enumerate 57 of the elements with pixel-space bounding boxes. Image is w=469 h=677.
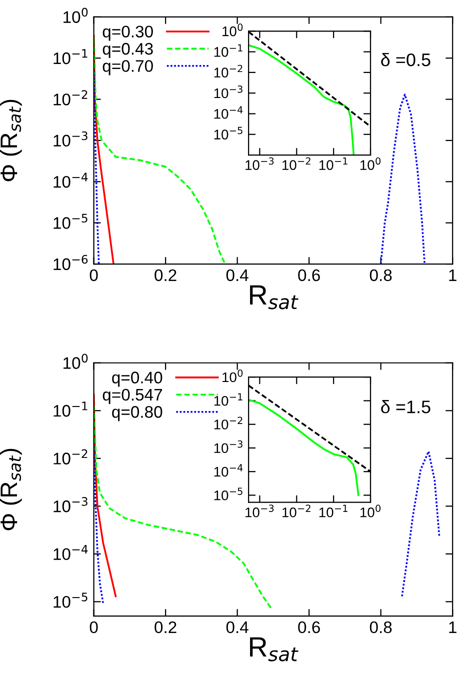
x-tick-label: 10$^{−1}$	[319, 504, 348, 518]
y-axis-title: Φ (R$_{sat}$)	[0, 448, 22, 530]
y-tick-label: 10$^{−5}$	[214, 126, 242, 140]
legend-label: q=0.547	[102, 388, 162, 404]
annotation: δ =0.5	[381, 52, 430, 66]
legend-label: q=0.30	[102, 26, 153, 41]
y-tick-label: 10$^{−2}$	[214, 64, 242, 78]
x-tick-label: 10$^{−3}$	[246, 157, 274, 170]
x-tick-label: 0	[90, 269, 98, 282]
legend-label: q=0.70	[102, 60, 153, 76]
y-tick-label: 10$^{−1}$	[214, 44, 242, 57]
y-tick-label: 10$^{0}$	[64, 354, 88, 369]
legend-label: q=0.40	[112, 372, 162, 387]
y-tick-label: 10$^{−4}$	[54, 172, 88, 188]
legend-label: q=0.80	[112, 406, 162, 422]
y-tick-label: 10$^{−2}$	[214, 416, 242, 430]
y-tick-label: 10$^{0}$	[222, 24, 243, 36]
y-tick-label: 10$^{−3}$	[214, 85, 242, 98]
y-tick-label: 10$^{−5}$	[54, 592, 88, 608]
x-tick-label: 10$^{−3}$	[246, 504, 274, 518]
y-tick-label: 10$^{−1}$	[54, 49, 88, 64]
y-tick-label: 10$^{−5}$	[54, 214, 88, 229]
x-tick-label: 0.6	[298, 621, 320, 634]
x-tick-label: 0	[90, 621, 98, 634]
x-tick-label: 10$^{0}$	[360, 157, 381, 170]
y-tick-label: 10$^{−4}$	[214, 106, 243, 119]
y-tick-label: 10$^{−6}$	[54, 254, 88, 270]
y-tick-label: 10$^{−5}$	[214, 488, 242, 500]
x-tick-label: 0.6	[298, 269, 320, 282]
y-tick-label: 10$^{−4}$	[54, 544, 88, 560]
x-tick-label: 1	[449, 270, 456, 281]
x-tick-label: 0.4	[226, 621, 248, 634]
x-tick-label: 1	[449, 622, 456, 634]
y-tick-label: 10$^{−3}$	[54, 131, 88, 147]
x-tick-label: 10$^{0}$	[360, 504, 381, 518]
x-tick-label: 0.4	[226, 269, 248, 282]
annotation: δ =1.5	[381, 400, 430, 414]
x-tick-label: 0.2	[154, 269, 176, 282]
x-tick-label: 10$^{−2}$	[282, 157, 310, 170]
y-tick-label: 10$^{−2}$	[54, 449, 88, 464]
x-tick-label: 0.8	[370, 269, 392, 282]
x-tick-label: 0.8	[370, 621, 392, 634]
x-tick-label: 0.2	[154, 621, 176, 634]
y-tick-label: 10$^{−3}$	[214, 440, 242, 454]
x-axis-title: R$_{sat}$	[250, 637, 298, 662]
y-axis-title: Φ (R$_{sat}$)	[0, 100, 22, 182]
x-tick-label: 10$^{−2}$	[282, 504, 310, 518]
y-tick-label: 10$^{−4}$	[214, 464, 243, 477]
y-tick-label: 10$^{0}$	[64, 8, 88, 23]
x-tick-label: 10$^{−1}$	[319, 157, 348, 170]
y-tick-label: 10$^{−1}$	[214, 393, 242, 406]
line-series	[94, 404, 274, 611]
y-tick-label: 10$^{−2}$	[54, 90, 88, 106]
y-tick-label: 10$^{−1}$	[54, 402, 88, 417]
x-axis-title: R$_{sat}$	[250, 285, 298, 310]
legend-label: q=0.43	[102, 42, 153, 58]
y-tick-label: 10$^{0}$	[222, 369, 243, 382]
